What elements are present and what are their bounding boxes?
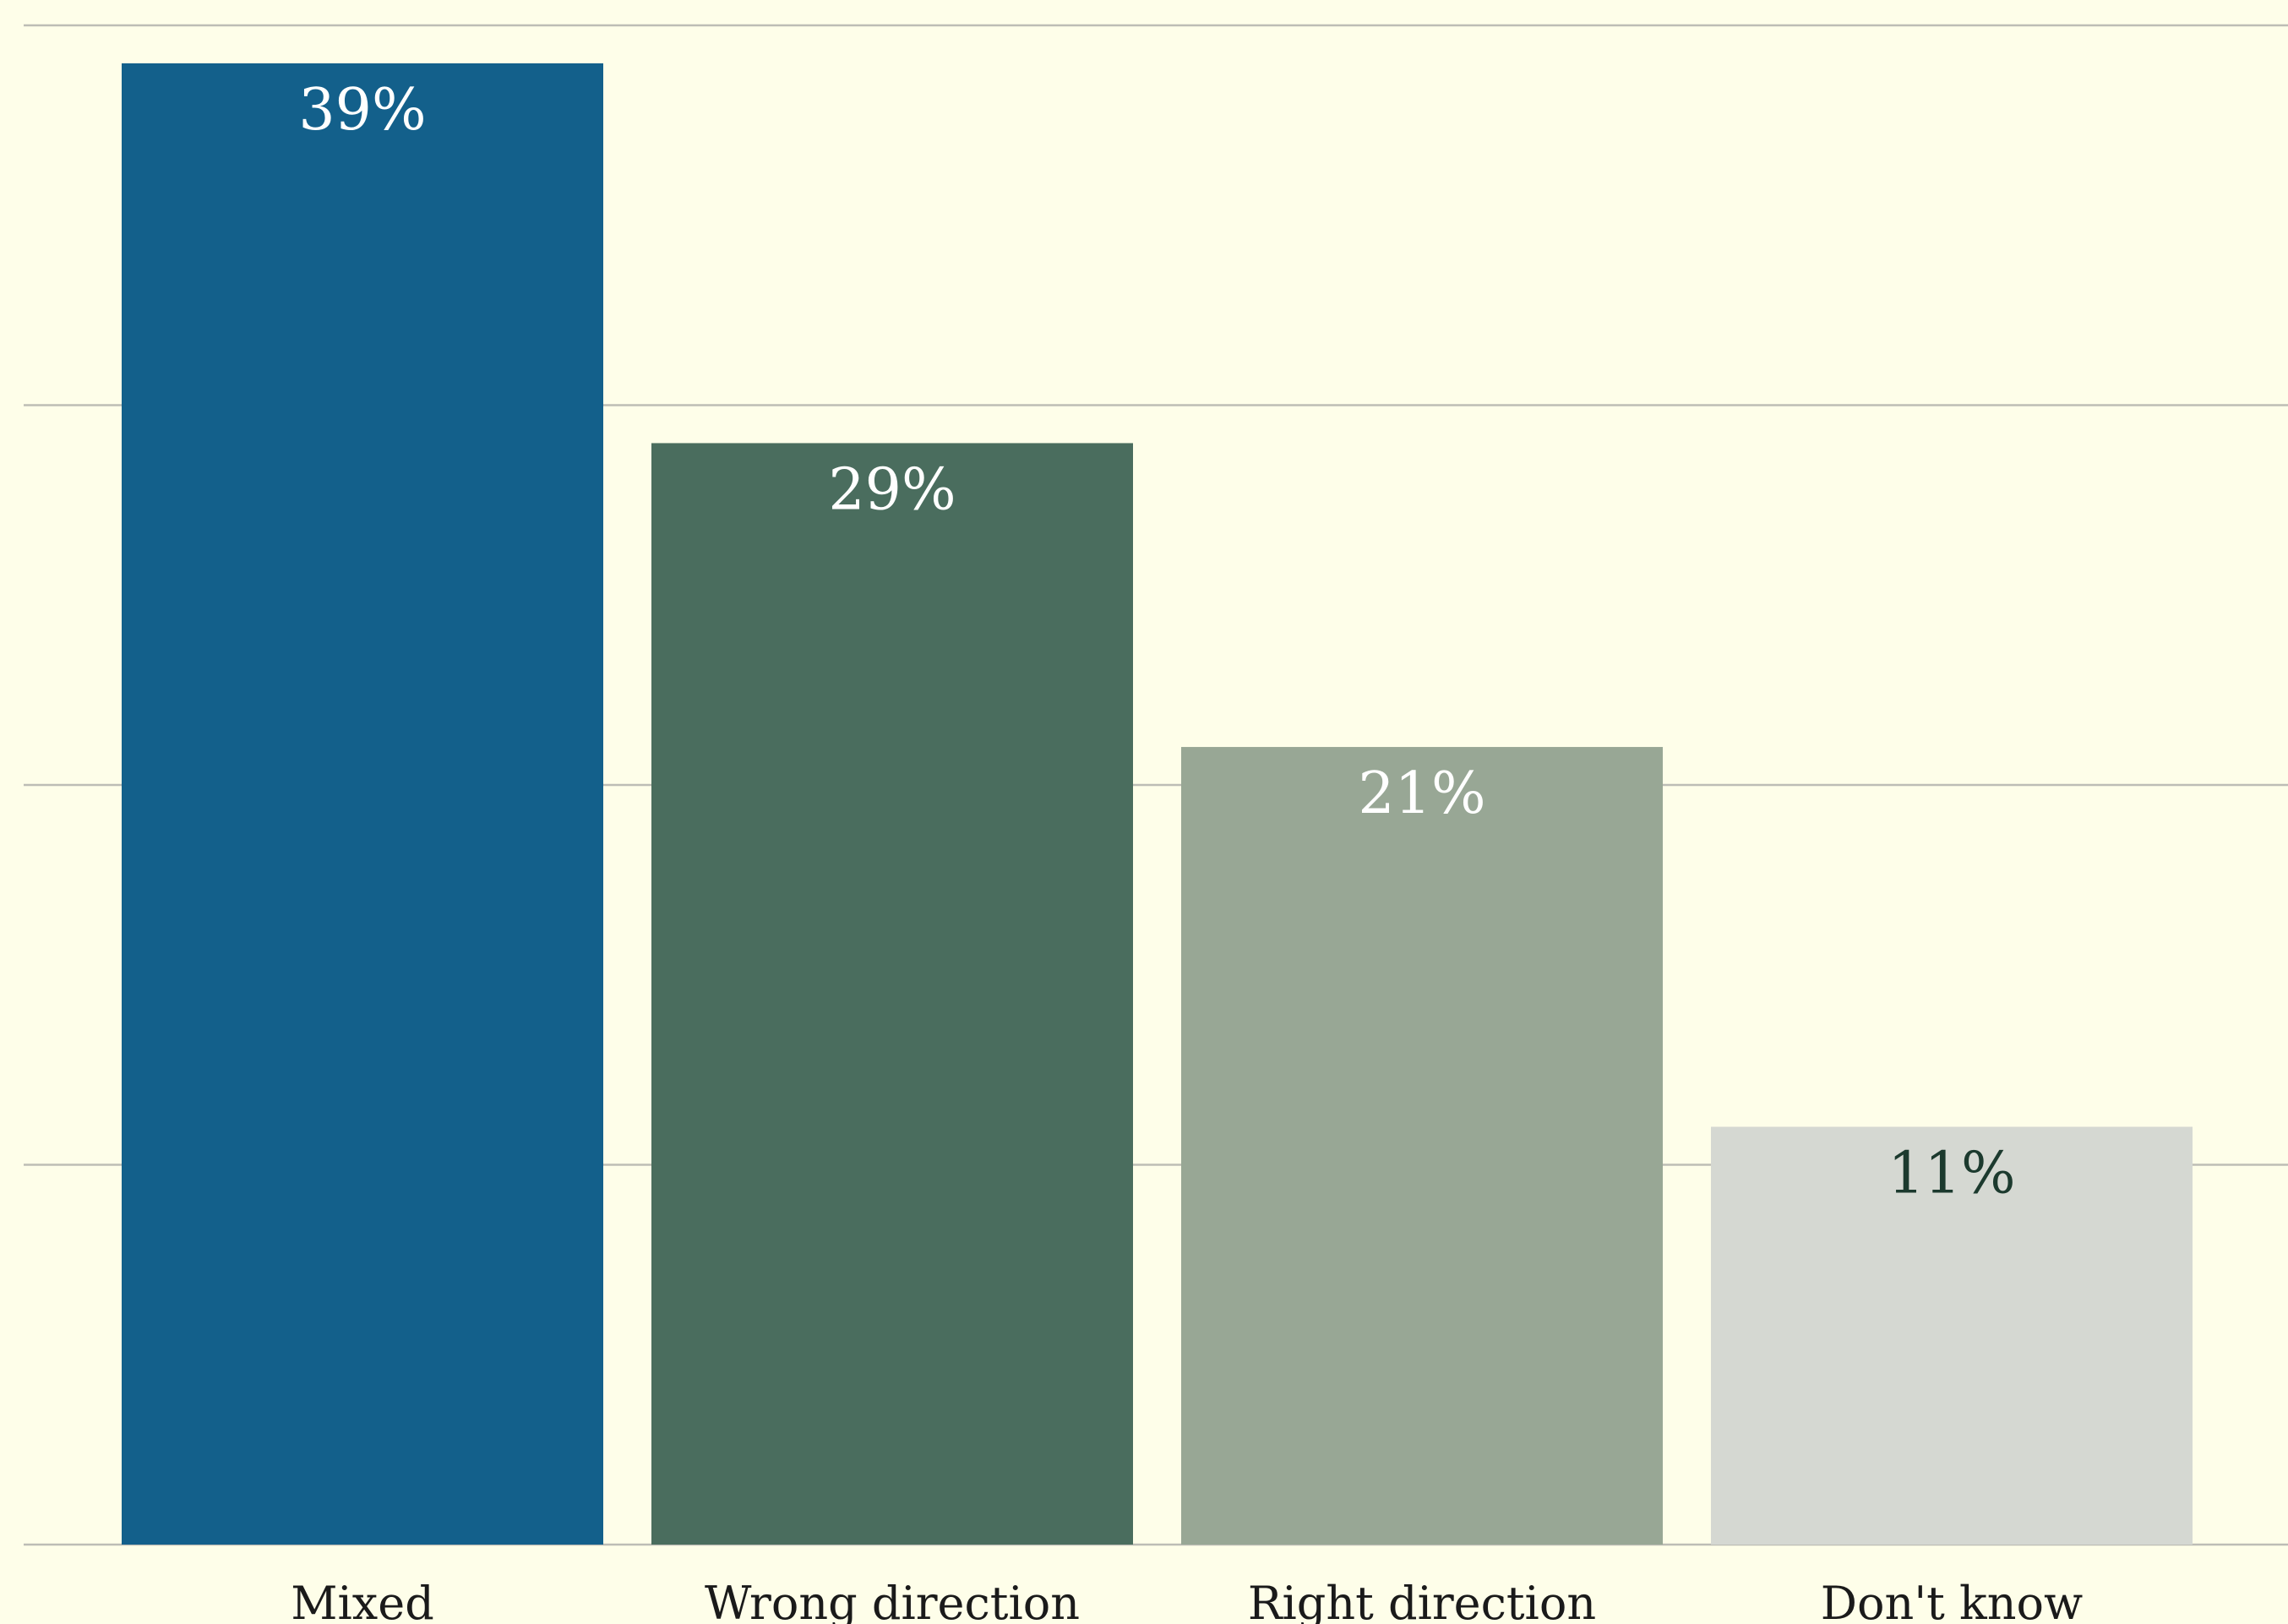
value-label-2: 21% (1358, 760, 1485, 827)
value-label-1: 29% (828, 456, 956, 523)
bar-2 (1181, 747, 1663, 1545)
bar-1 (651, 443, 1133, 1545)
category-labels: Mixed Wrong direction Right direction Don't… (291, 1577, 2083, 1624)
bar-3 (1711, 1126, 2193, 1545)
category-label-1: Wrong direction (705, 1577, 1080, 1624)
value-label-0: 39% (298, 77, 426, 144)
bar-0 (122, 63, 603, 1545)
category-label-3: Don't know (1821, 1577, 2084, 1624)
category-label-0: Mixed (291, 1577, 434, 1624)
bars (122, 63, 2193, 1545)
value-labels: 39% 29% 21% 11% (298, 77, 2015, 1207)
category-label-2: Right direction (1248, 1577, 1596, 1624)
value-label-3: 11% (1888, 1141, 2015, 1207)
